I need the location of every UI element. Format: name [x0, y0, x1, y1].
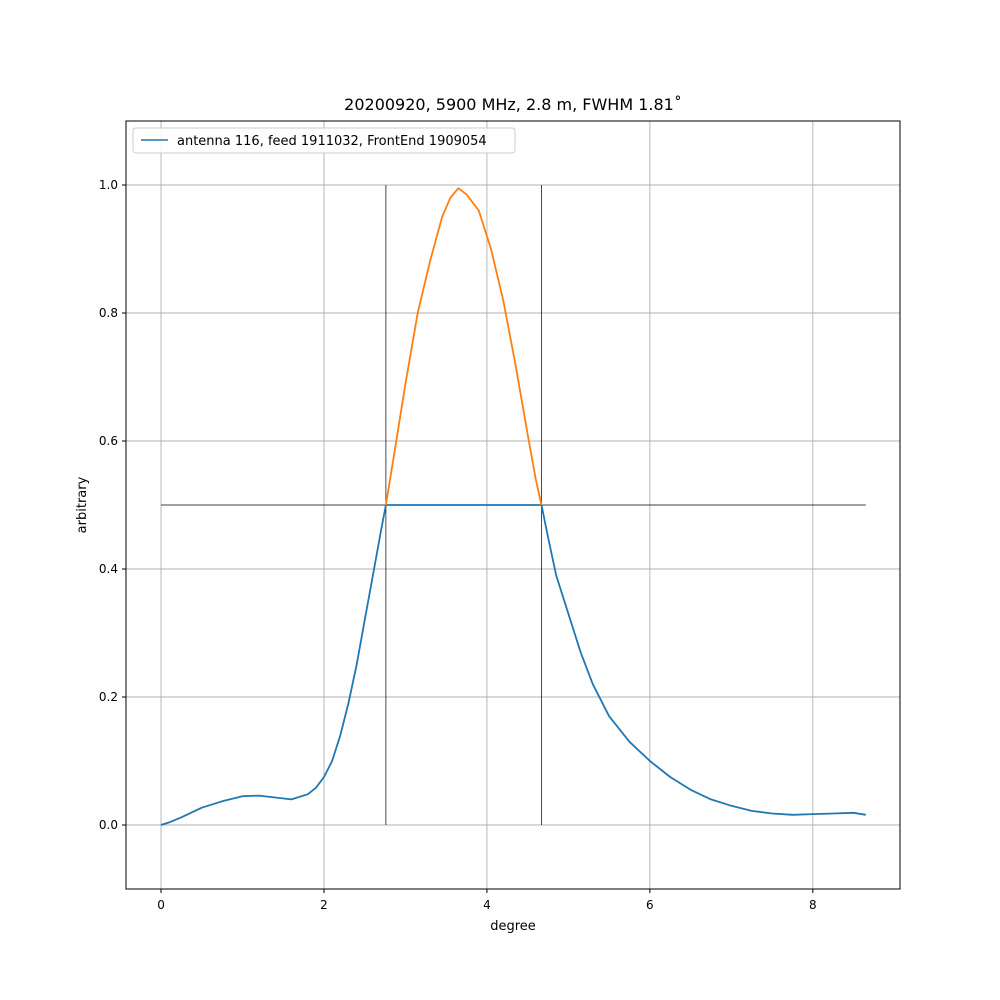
series-lines — [160, 187, 866, 826]
y-tick-label: 0.6 — [99, 434, 118, 448]
x-axis-label: degree — [490, 919, 536, 934]
y-tick-label: 1.0 — [99, 178, 118, 192]
x-tick-label: 4 — [483, 898, 491, 912]
x-tick-label: 0 — [157, 898, 165, 912]
y-tick-label: 0.2 — [99, 690, 118, 704]
legend-box — [132, 127, 516, 154]
legend: antenna 116, feed 1911032, FrontEnd 1909… — [132, 127, 516, 154]
y-tick-label: 0.4 — [99, 562, 118, 576]
chart-title: 20200920, 5900 MHz, 2.8 m, FWHM 1.81˚ — [344, 95, 682, 114]
beam-profile-line — [160, 504, 866, 826]
legend-entry-label: antenna 116, feed 1911032, FrontEnd 1909… — [177, 134, 487, 149]
y-tick-label: 0.0 — [99, 818, 118, 832]
plot-frame — [125, 120, 901, 890]
y-tick-label: 0.8 — [99, 306, 118, 320]
y-axis-label: arbitrary — [75, 476, 90, 533]
x-tick-label: 8 — [809, 898, 817, 912]
beam-fwhm-segment-line — [385, 187, 543, 506]
axis-ticks: 0 2 4 6 8 0.0 0.2 0.4 0.6 0.8 1.0 — [99, 178, 817, 912]
x-tick-label: 6 — [646, 898, 654, 912]
x-tick-label: 2 — [320, 898, 328, 912]
